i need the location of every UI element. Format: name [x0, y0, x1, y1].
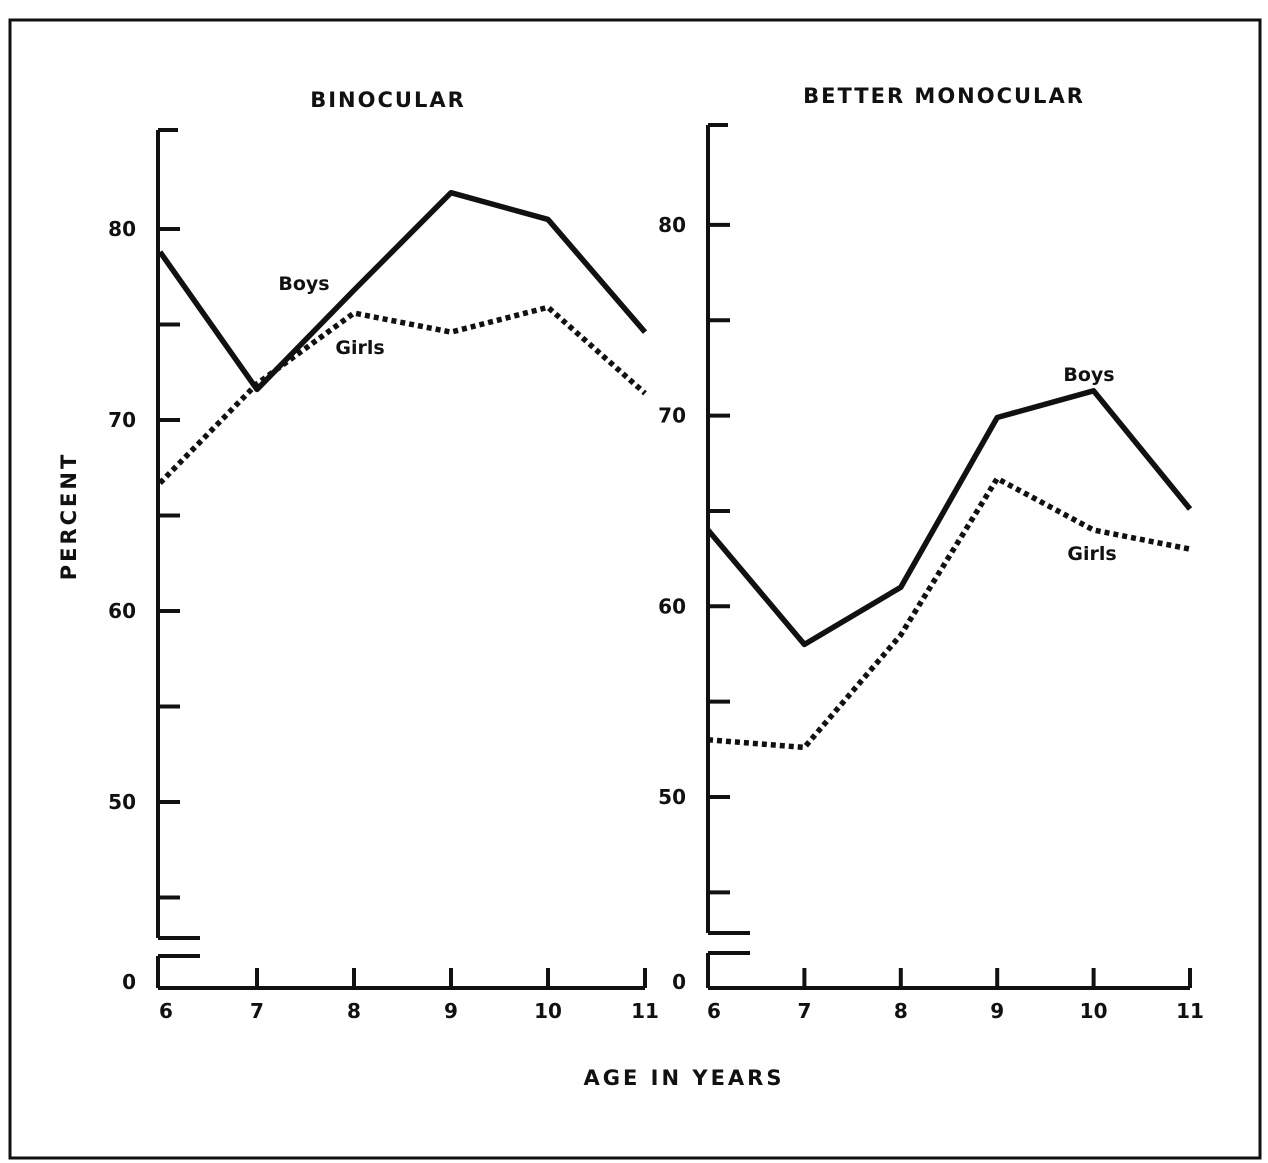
better-monocular-girls-label: Girls [1067, 543, 1116, 565]
figure-frame [8, 18, 1262, 1160]
better-monocular-y-tick-label: 50 [658, 785, 686, 809]
binocular-x-tick-label: 11 [631, 999, 659, 1023]
binocular-girls-label: Girls [335, 337, 384, 359]
binocular-x-tick-label: 10 [534, 999, 562, 1023]
better-monocular-x-tick-label: 7 [797, 999, 811, 1023]
binocular-boys-line [157, 189, 648, 393]
better-monocular-x-tick-label: 8 [894, 999, 908, 1023]
binocular-x-tick-label: 6 [159, 999, 173, 1023]
binocular-y-tick-label: 50 [108, 790, 136, 814]
better-monocular-y-tick-label: 80 [658, 213, 686, 237]
binocular-x-tick-label: 8 [347, 999, 361, 1023]
binocular-title: BINOCULAR [310, 88, 466, 112]
binocular-y-tick-label: 0 [122, 970, 136, 994]
better-monocular-x-tick-label: 9 [990, 999, 1004, 1023]
better-monocular-y-tick-label: 60 [658, 594, 686, 618]
binocular-panel: BINOCULAR Boys Girls 80 70 60 50 06 7 8 9 10 11 [108, 88, 659, 1023]
better-monocular-girls-line [707, 474, 1191, 751]
binocular-x-tick-label: 9 [444, 999, 458, 1023]
better-monocular-x-tick-label: 11 [1176, 999, 1204, 1023]
better-monocular-boys-line [705, 388, 1193, 648]
better-monocular-y-tick-label: 70 [658, 404, 686, 428]
binocular-y-tick-label: 70 [108, 408, 136, 432]
better-monocular-panel: BETTER MONOCULAR Boys Girls 80 70 60 50 06 7 8… [658, 84, 1204, 1023]
x-axis-label: AGE IN YEARS [584, 1066, 785, 1090]
better-monocular-x-tick-label: 6 [707, 999, 721, 1023]
better-monocular-y-tick-label: 0 [672, 970, 686, 994]
binocular-boys-label: Boys [278, 273, 329, 295]
binocular-x-tick-label: 7 [250, 999, 264, 1023]
better-monocular-x-tick-label: 10 [1080, 999, 1108, 1023]
y-axis-label: PERCENT [57, 452, 81, 581]
binocular-girls-line [158, 304, 647, 485]
better-monocular-boys-label: Boys [1063, 364, 1114, 386]
better-monocular-title: BETTER MONOCULAR [803, 84, 1085, 108]
binocular-y-tick-label: 80 [108, 217, 136, 241]
binocular-y-tick-label: 60 [108, 599, 136, 623]
